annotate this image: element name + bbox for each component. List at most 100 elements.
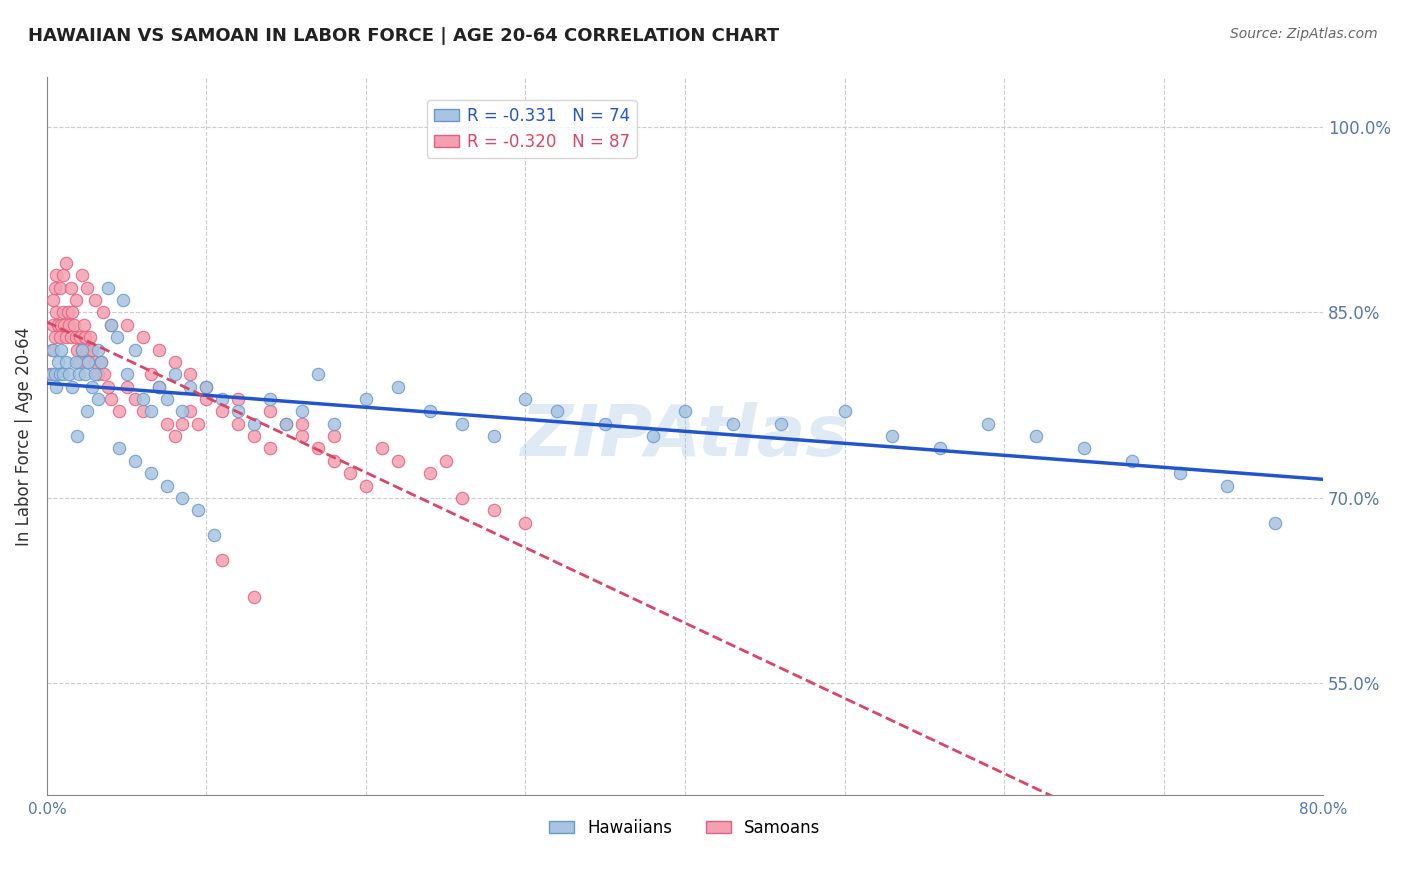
Point [44,368,66,382]
Point [339,466,361,480]
Point [58,368,80,382]
Point [307,368,329,382]
Point [259,442,281,456]
Point [515,516,537,530]
Point [59,281,82,295]
Point [1073,442,1095,456]
Point [69,330,91,344]
Point [51,343,73,357]
Point [91,305,114,319]
Point [450,491,472,505]
Point [163,355,186,369]
Point [195,379,218,393]
Point [1121,454,1143,468]
Point [172,491,194,505]
Point [72,318,94,332]
Point [77,355,100,369]
Point [77,355,100,369]
Point [172,417,194,431]
Point [769,417,792,431]
Point [155,392,177,406]
Point [1168,466,1191,480]
Point [100,392,122,406]
Point [179,379,201,393]
Point [291,429,314,443]
Point [387,379,409,393]
Point [291,404,314,418]
Point [354,392,377,406]
Point [155,417,177,431]
Point [228,417,250,431]
Point [131,392,153,406]
Point [55,330,77,344]
Point [323,417,346,431]
Point [76,281,98,295]
Point [75,368,97,382]
Point [48,330,70,344]
Point [834,404,856,418]
Point [42,343,65,357]
Point [87,392,110,406]
Point [187,503,209,517]
Point [354,478,377,492]
Point [139,404,162,418]
Point [96,281,118,295]
Point [107,442,129,456]
Point [65,355,87,369]
Point [105,330,128,344]
Point [276,417,298,431]
Point [450,417,472,431]
Point [179,368,201,382]
Point [70,343,93,357]
Point [139,368,162,382]
Point [115,368,138,382]
Point [41,343,63,357]
Y-axis label: In Labor Force | Age 20-64: In Labor Force | Age 20-64 [15,326,32,546]
Point [100,318,122,332]
Point [56,305,79,319]
Point [41,368,63,382]
Point [42,318,65,332]
Point [42,293,65,307]
Point [124,343,146,357]
Point [76,404,98,418]
Point [90,355,112,369]
Point [148,379,170,393]
Point [66,429,89,443]
Point [977,417,1000,431]
Point [643,429,665,443]
Point [371,442,394,456]
Point [48,281,70,295]
Point [67,368,90,382]
Point [59,330,82,344]
Point [195,392,218,406]
Point [211,404,233,418]
Point [882,429,904,443]
Point [228,404,250,418]
Point [70,268,93,283]
Point [211,553,233,567]
Point [65,330,87,344]
Point [243,590,266,604]
Point [259,404,281,418]
Text: ZIPAtlas: ZIPAtlas [520,401,849,471]
Point [52,268,75,283]
Point [131,330,153,344]
Point [55,355,77,369]
Point [276,417,298,431]
Point [107,404,129,418]
Point [93,368,115,382]
Point [52,368,75,382]
Text: HAWAIIAN VS SAMOAN IN LABOR FORCE | AGE 20-64 CORRELATION CHART: HAWAIIAN VS SAMOAN IN LABOR FORCE | AGE … [28,27,779,45]
Point [148,343,170,357]
Point [546,404,568,418]
Point [1025,429,1047,443]
Point [45,305,67,319]
Point [45,379,67,393]
Point [387,454,409,468]
Point [115,379,138,393]
Point [228,392,250,406]
Point [39,368,62,382]
Point [70,343,93,357]
Point [124,392,146,406]
